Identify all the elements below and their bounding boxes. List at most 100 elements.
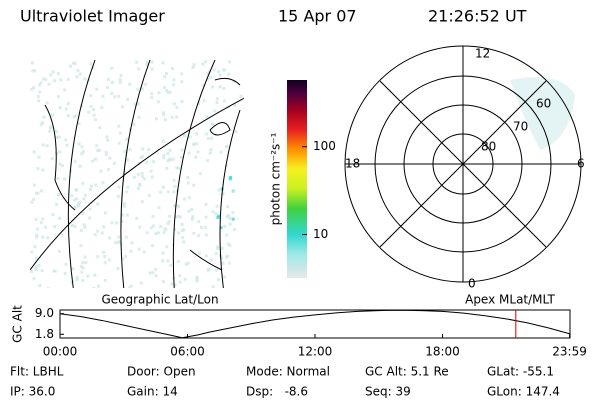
pixel [141,147,145,151]
pixel [41,217,45,221]
pixel [51,113,55,117]
pixel [42,77,46,81]
pixel [103,254,107,258]
pixel [90,159,94,163]
pixel [222,86,226,90]
pixel [37,155,41,159]
pixel [75,278,79,282]
pixel [191,65,195,69]
pixel [81,181,85,185]
pixel [113,95,117,99]
pixel [173,227,177,231]
pixel [150,67,154,71]
pixel [171,157,175,161]
pixel [147,194,151,198]
pixel [204,254,208,258]
pixel [100,231,104,235]
pixel [168,214,172,218]
pixel [34,256,38,260]
pixel [154,274,158,278]
pixel [186,261,190,265]
pixel [139,156,143,160]
pixel [96,229,100,233]
colorbar-tick-label: 10 [313,227,328,241]
pixel [201,62,205,66]
pixel [95,144,99,148]
pixel [137,67,141,71]
pixel [154,231,158,235]
pixel [75,197,79,201]
pixel [53,79,57,83]
pixel [36,95,40,99]
pixel [143,82,147,86]
pixel [241,195,245,199]
pixel [129,249,133,253]
pixel [124,171,128,175]
pixel [187,209,191,213]
lat-label: 60 [536,97,551,111]
pixel [239,94,243,98]
pixel [203,60,207,64]
pixel [142,177,146,181]
pixel [70,280,74,284]
pixel [236,242,240,246]
pixel [168,148,172,152]
altitude-curve [59,309,570,339]
lat-label: 80 [481,140,496,154]
pixel [172,78,176,82]
pixel [136,87,140,91]
pixel [82,223,86,227]
pixel [211,285,215,288]
pixel [162,153,166,157]
status-field: Mode: Normal [246,365,330,379]
pixel [162,156,166,160]
pixel [221,261,225,265]
pixel [117,185,121,189]
pixel [192,63,196,67]
pixel [58,162,62,166]
pixel [105,135,109,139]
pixel [128,148,132,152]
pixel [96,148,100,152]
pixel [81,279,85,283]
pixel [37,263,41,267]
pixel [175,105,179,109]
pixel [170,282,174,286]
pixel [65,143,69,147]
pixel [92,113,96,117]
pixel [149,169,153,173]
pixel [81,150,85,154]
pixel [166,222,170,226]
pixel [180,222,184,226]
pixel [49,73,53,77]
pixel [238,261,242,265]
pixel [208,151,212,155]
pixel [165,166,169,170]
pixel [147,148,151,152]
pixel [83,225,87,229]
pixel [58,150,62,154]
pixel [93,157,97,161]
pixel [235,239,239,243]
pixel [41,168,45,172]
pixel [205,115,209,119]
pixel [56,71,60,75]
pixel [202,99,206,103]
pixel [72,61,76,65]
pixel [156,100,160,104]
pixel [46,236,50,240]
pixel [32,86,36,90]
pixel [114,241,118,245]
pixel [228,222,232,226]
pixel [215,101,219,105]
pixel [51,70,55,74]
pixel [116,267,120,271]
pixel [179,156,183,160]
pixel [240,252,244,256]
status-field: Flt: LBHL [10,365,64,379]
pixel [66,114,70,118]
pixel [74,114,78,118]
polar-grid [344,45,582,283]
pixel [126,185,130,189]
pixel [64,262,68,266]
